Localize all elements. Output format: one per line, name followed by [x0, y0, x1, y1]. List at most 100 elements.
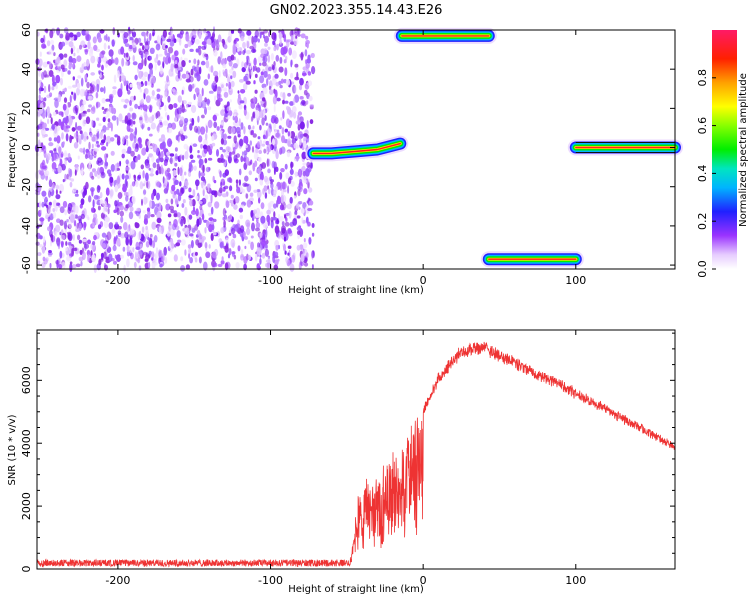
noise-speck: [148, 133, 153, 137]
noise-speck: [225, 200, 230, 208]
noise-speck: [263, 70, 268, 78]
noise-speck: [191, 210, 196, 215]
noise-speck: [90, 46, 93, 54]
noise-speck: [193, 165, 197, 171]
noise-speck: [109, 189, 114, 197]
noise-speck: [66, 255, 72, 262]
snr-series-line: [36, 341, 676, 568]
noise-speck: [176, 188, 180, 195]
noise-speck: [191, 104, 197, 114]
noise-speck: [246, 55, 249, 61]
noise-speck: [138, 230, 142, 240]
noise-speck: [63, 97, 68, 103]
noise-speck: [91, 175, 95, 180]
noise-speck: [172, 177, 177, 181]
noise-speck: [311, 250, 315, 259]
noise-speck: [174, 147, 178, 152]
noise-speck: [269, 89, 274, 95]
noise-speck: [238, 104, 243, 110]
noise-speck: [145, 95, 151, 103]
noise-speck: [259, 258, 262, 265]
noise-speck: [92, 36, 97, 44]
noise-speck: [253, 189, 258, 193]
noise-speck: [74, 193, 79, 197]
noise-speck: [100, 252, 104, 259]
noise-speck: [148, 250, 152, 255]
noise-speck: [192, 83, 195, 89]
noise-speck: [220, 227, 225, 234]
noise-speck: [35, 191, 41, 196]
noise-speck: [71, 189, 75, 194]
noise-speck: [194, 257, 198, 263]
noise-speck: [109, 176, 114, 184]
noise-speck: [141, 147, 147, 156]
noise-speck: [183, 217, 186, 225]
noise-speck: [111, 228, 116, 234]
noise-speck: [264, 248, 269, 257]
noise-speck: [265, 64, 269, 73]
noise-speck: [129, 246, 133, 254]
noise-speck: [282, 110, 285, 119]
noise-speck: [91, 188, 94, 197]
noise-speck: [91, 143, 94, 149]
noise-speck: [188, 252, 191, 259]
noise-speck: [148, 62, 153, 70]
noise-speck: [98, 258, 102, 266]
noise-speck: [110, 137, 115, 142]
noise-speck: [228, 248, 232, 256]
noise-speck: [227, 253, 231, 259]
noise-speck: [121, 119, 126, 124]
noise-speck: [254, 177, 258, 182]
noise-speck: [64, 87, 67, 93]
noise-speck: [255, 147, 259, 154]
noise-speck: [245, 193, 249, 199]
noise-speck: [53, 148, 56, 152]
noise-speck: [171, 184, 176, 192]
noise-speck: [41, 245, 46, 254]
noise-speck: [303, 89, 308, 96]
noise-speck: [80, 198, 85, 206]
noise-speck: [240, 35, 245, 42]
noise-speck: [204, 158, 208, 164]
noise-speck: [80, 261, 83, 267]
noise-speck: [293, 38, 299, 46]
noise-speck: [36, 260, 41, 265]
noise-speck: [39, 170, 45, 176]
noise-speck: [273, 46, 276, 51]
noise-speck: [297, 189, 301, 197]
noise-speck: [89, 132, 93, 138]
noise-speck: [58, 264, 63, 269]
noise-speck: [155, 247, 159, 254]
noise-speck: [129, 235, 133, 240]
noise-speck: [51, 125, 55, 130]
noise-speck: [123, 222, 128, 231]
noise-speck: [151, 251, 155, 259]
noise-speck: [48, 179, 53, 188]
noise-speck: [227, 177, 231, 183]
noise-speck: [263, 185, 268, 192]
noise-speck: [137, 81, 142, 90]
noise-speck: [149, 200, 153, 209]
noise-speck: [229, 99, 233, 103]
noise-speck: [187, 171, 192, 177]
noise-speck: [233, 135, 237, 144]
noise-speck: [289, 263, 295, 272]
noise-speck: [87, 108, 91, 113]
noise-speck: [168, 103, 174, 110]
noise-speck: [264, 42, 268, 47]
noise-speck: [259, 144, 262, 151]
noise-speck: [83, 135, 87, 142]
noise-speck: [297, 124, 301, 131]
noise-speck: [68, 41, 74, 48]
noise-speck: [139, 117, 143, 121]
noise-speck: [211, 190, 217, 196]
noise-speck: [222, 87, 228, 92]
noise-speck: [171, 54, 176, 61]
noise-speck: [132, 247, 135, 253]
noise-speck: [242, 41, 246, 49]
noise-speck: [63, 59, 68, 68]
noise-speck: [283, 243, 286, 252]
noise-speck: [294, 63, 299, 68]
noise-speck: [263, 48, 268, 55]
noise-speck: [281, 126, 285, 135]
